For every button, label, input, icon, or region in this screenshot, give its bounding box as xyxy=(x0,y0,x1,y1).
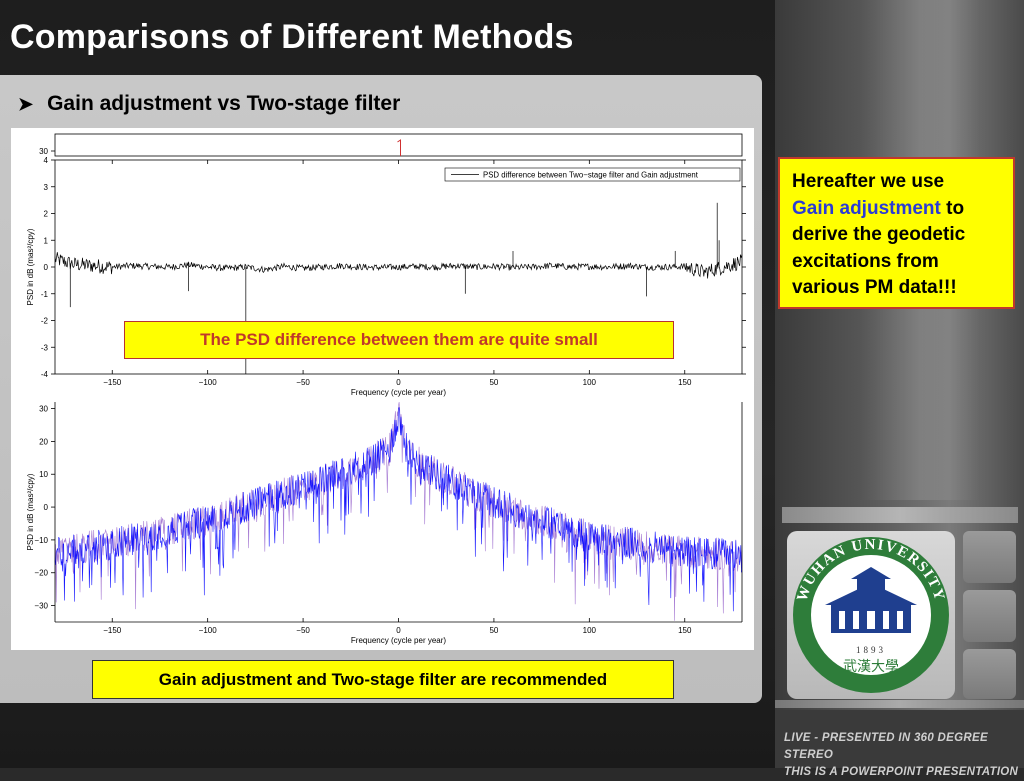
chart2-xtick-label: 0 xyxy=(396,626,401,635)
building-icon xyxy=(825,567,917,633)
chart1-ytick-label: -4 xyxy=(41,370,49,379)
chart2-xtick-label: 150 xyxy=(678,626,692,635)
chart2-xlabel: Frequency (cycle per year) xyxy=(351,636,446,645)
note-recommendation: Gain adjustment and Two-stage filter are… xyxy=(92,660,674,699)
chart2-ytick-label: −20 xyxy=(34,569,48,578)
top-strip-tick-label: 30 xyxy=(39,147,48,156)
chart2-ytick-label: −30 xyxy=(34,602,48,611)
chart2-series-line xyxy=(54,401,743,621)
note-psd-difference: The PSD difference between them are quit… xyxy=(124,321,674,359)
chart1-xlabel: Frequency (cycle per year) xyxy=(351,388,446,397)
chart2-ytick-label: −10 xyxy=(34,536,48,545)
chart-area: 30 4 3 2 1 0 -1 -2 -3 -4 −150 −100 −50 0 50 100 150 PSD d… xyxy=(11,128,754,650)
arrow-bullet-icon: ➤ xyxy=(18,93,34,114)
chart1-xtick-label: 150 xyxy=(678,378,692,387)
top-strip-frame xyxy=(54,133,743,157)
callout-text-1: Hereafter we use xyxy=(792,171,945,192)
footer-bar xyxy=(775,710,1024,768)
chart1-xtick-label: −150 xyxy=(103,378,122,387)
chart1-ytick-label: 2 xyxy=(44,210,49,219)
logo-calligraphy: 武漢大學 xyxy=(843,659,899,675)
top-strip-spike xyxy=(397,139,401,156)
chart1-xtick-label: 50 xyxy=(489,378,498,387)
chart1-ytick-label: 3 xyxy=(44,183,49,192)
chart2-xtick-label: −100 xyxy=(199,626,218,635)
callout-box: Hereafter we use Gain adjustment to deri… xyxy=(778,157,1015,309)
decorative-tile xyxy=(963,590,1016,642)
footer-line-2: THIS IS A POWERPOINT PRESENTATION xyxy=(784,766,1019,778)
chart2-xtick-label: −150 xyxy=(103,626,122,635)
decorative-stripe xyxy=(782,507,1018,523)
callout-highlight: Gain adjustment xyxy=(792,197,941,219)
chart1-ylabel: PSD in dB (mas²/cpy) xyxy=(26,228,35,305)
decorative-tile xyxy=(963,649,1016,699)
footer-line-1: LIVE - PRESENTED IN 360 DEGREE STEREO xyxy=(784,732,988,761)
chart2-xtick-label: 50 xyxy=(489,626,498,635)
decorative-stripe xyxy=(775,700,1024,708)
chart1-series-line xyxy=(54,252,743,279)
chart2-ytick-label: 10 xyxy=(39,470,48,479)
chart2-xtick-label: 100 xyxy=(583,626,597,635)
chart1-xtick-label: −50 xyxy=(296,378,310,387)
decorative-tile xyxy=(963,531,1016,583)
bullet-text: Gain adjustment vs Two-stage filter xyxy=(47,92,401,115)
chart1-xtick-label: −100 xyxy=(199,378,218,387)
chart1-ytick-label: 1 xyxy=(44,236,49,245)
bullet-item: ➤ Gain adjustment vs Two-stage filter xyxy=(18,92,400,116)
logo-year: 1893 xyxy=(856,645,886,655)
chart2-series-line xyxy=(54,407,743,612)
chart1-ytick-label: 0 xyxy=(44,263,49,272)
chart2-ytick-label: 0 xyxy=(44,503,49,512)
chart1-ytick-label: -2 xyxy=(41,317,49,326)
chart2-ytick-label: 20 xyxy=(39,437,48,446)
slide-title: Comparisons of Different Methods xyxy=(10,18,574,56)
callout-text-2: to derive the geodetic excitations from … xyxy=(792,197,966,299)
chart2-ytick-label: 30 xyxy=(39,405,48,414)
chart1-ytick-label: -3 xyxy=(41,343,49,352)
chart1-ytick-label: 4 xyxy=(44,156,49,165)
wuhan-university-logo: WUHAN UNIVERSITY 1893 武漢大學 xyxy=(793,537,949,693)
chart1-ytick-label: -1 xyxy=(41,290,49,299)
chart1-legend-label: PSD difference between Two−stage filter … xyxy=(483,171,699,180)
footer-text: LIVE - PRESENTED IN 360 DEGREE STEREO TH… xyxy=(784,730,1024,781)
chart1-legend-box xyxy=(444,167,741,182)
chart2-ylabel: PSD in dB (mas²/cpy) xyxy=(26,473,35,550)
chart1-xtick-label: 100 xyxy=(583,378,597,387)
chart1-xtick-label: 0 xyxy=(396,378,401,387)
logo-tile: WUHAN UNIVERSITY 1893 武漢大學 xyxy=(787,531,955,699)
chart2-xtick-label: −50 xyxy=(296,626,310,635)
